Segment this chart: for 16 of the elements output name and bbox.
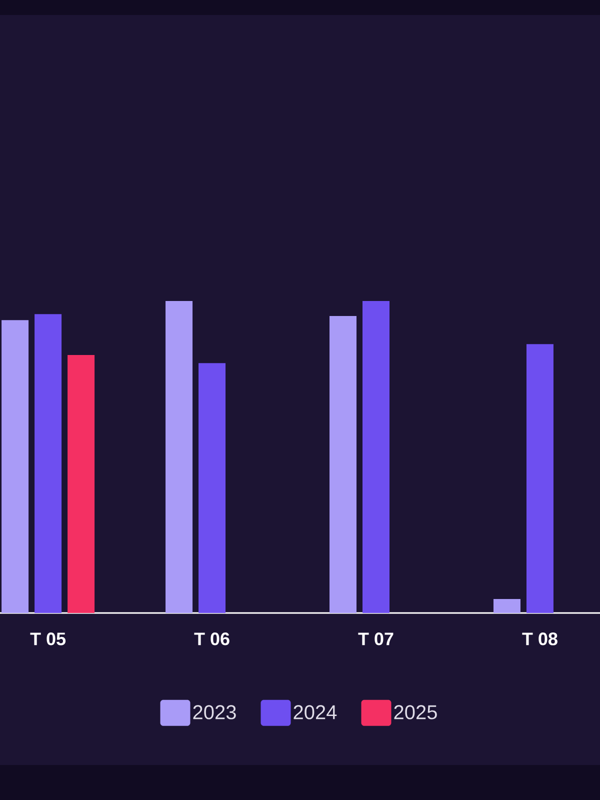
- bar: [68, 355, 95, 613]
- legend-label: 2023: [193, 705, 236, 720]
- legend-label: 2025: [394, 705, 437, 720]
- x-tick-label: T 07: [358, 632, 394, 646]
- x-tick-label: T 06: [194, 632, 230, 646]
- bar: [362, 301, 390, 613]
- legend-label: 2024: [294, 705, 337, 720]
- x-tick-label: T 05: [30, 632, 66, 646]
- x-tick-label: T 08: [522, 632, 558, 646]
- bar: [2, 320, 29, 613]
- bar: [198, 363, 226, 613]
- bar: [166, 301, 193, 613]
- bar: [34, 314, 62, 613]
- bar: [526, 344, 554, 613]
- bar: [330, 316, 357, 613]
- bar: [493, 598, 520, 613]
